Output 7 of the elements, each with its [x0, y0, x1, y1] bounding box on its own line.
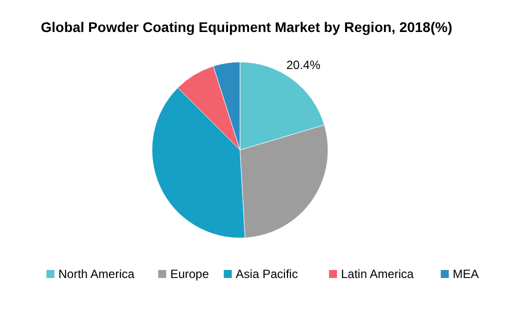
data-label: 20.4% — [286, 58, 321, 72]
legend-label: Latin America — [341, 267, 414, 281]
legend-label: Europe — [170, 267, 210, 281]
legend-label: MEA — [452, 267, 479, 281]
legend-label: Asia Pacific — [236, 267, 298, 281]
chart-title: Global Powder Coating Equipment Market by Region, 2018(%) — [40, 19, 452, 35]
legend-label: North America — [58, 267, 135, 281]
